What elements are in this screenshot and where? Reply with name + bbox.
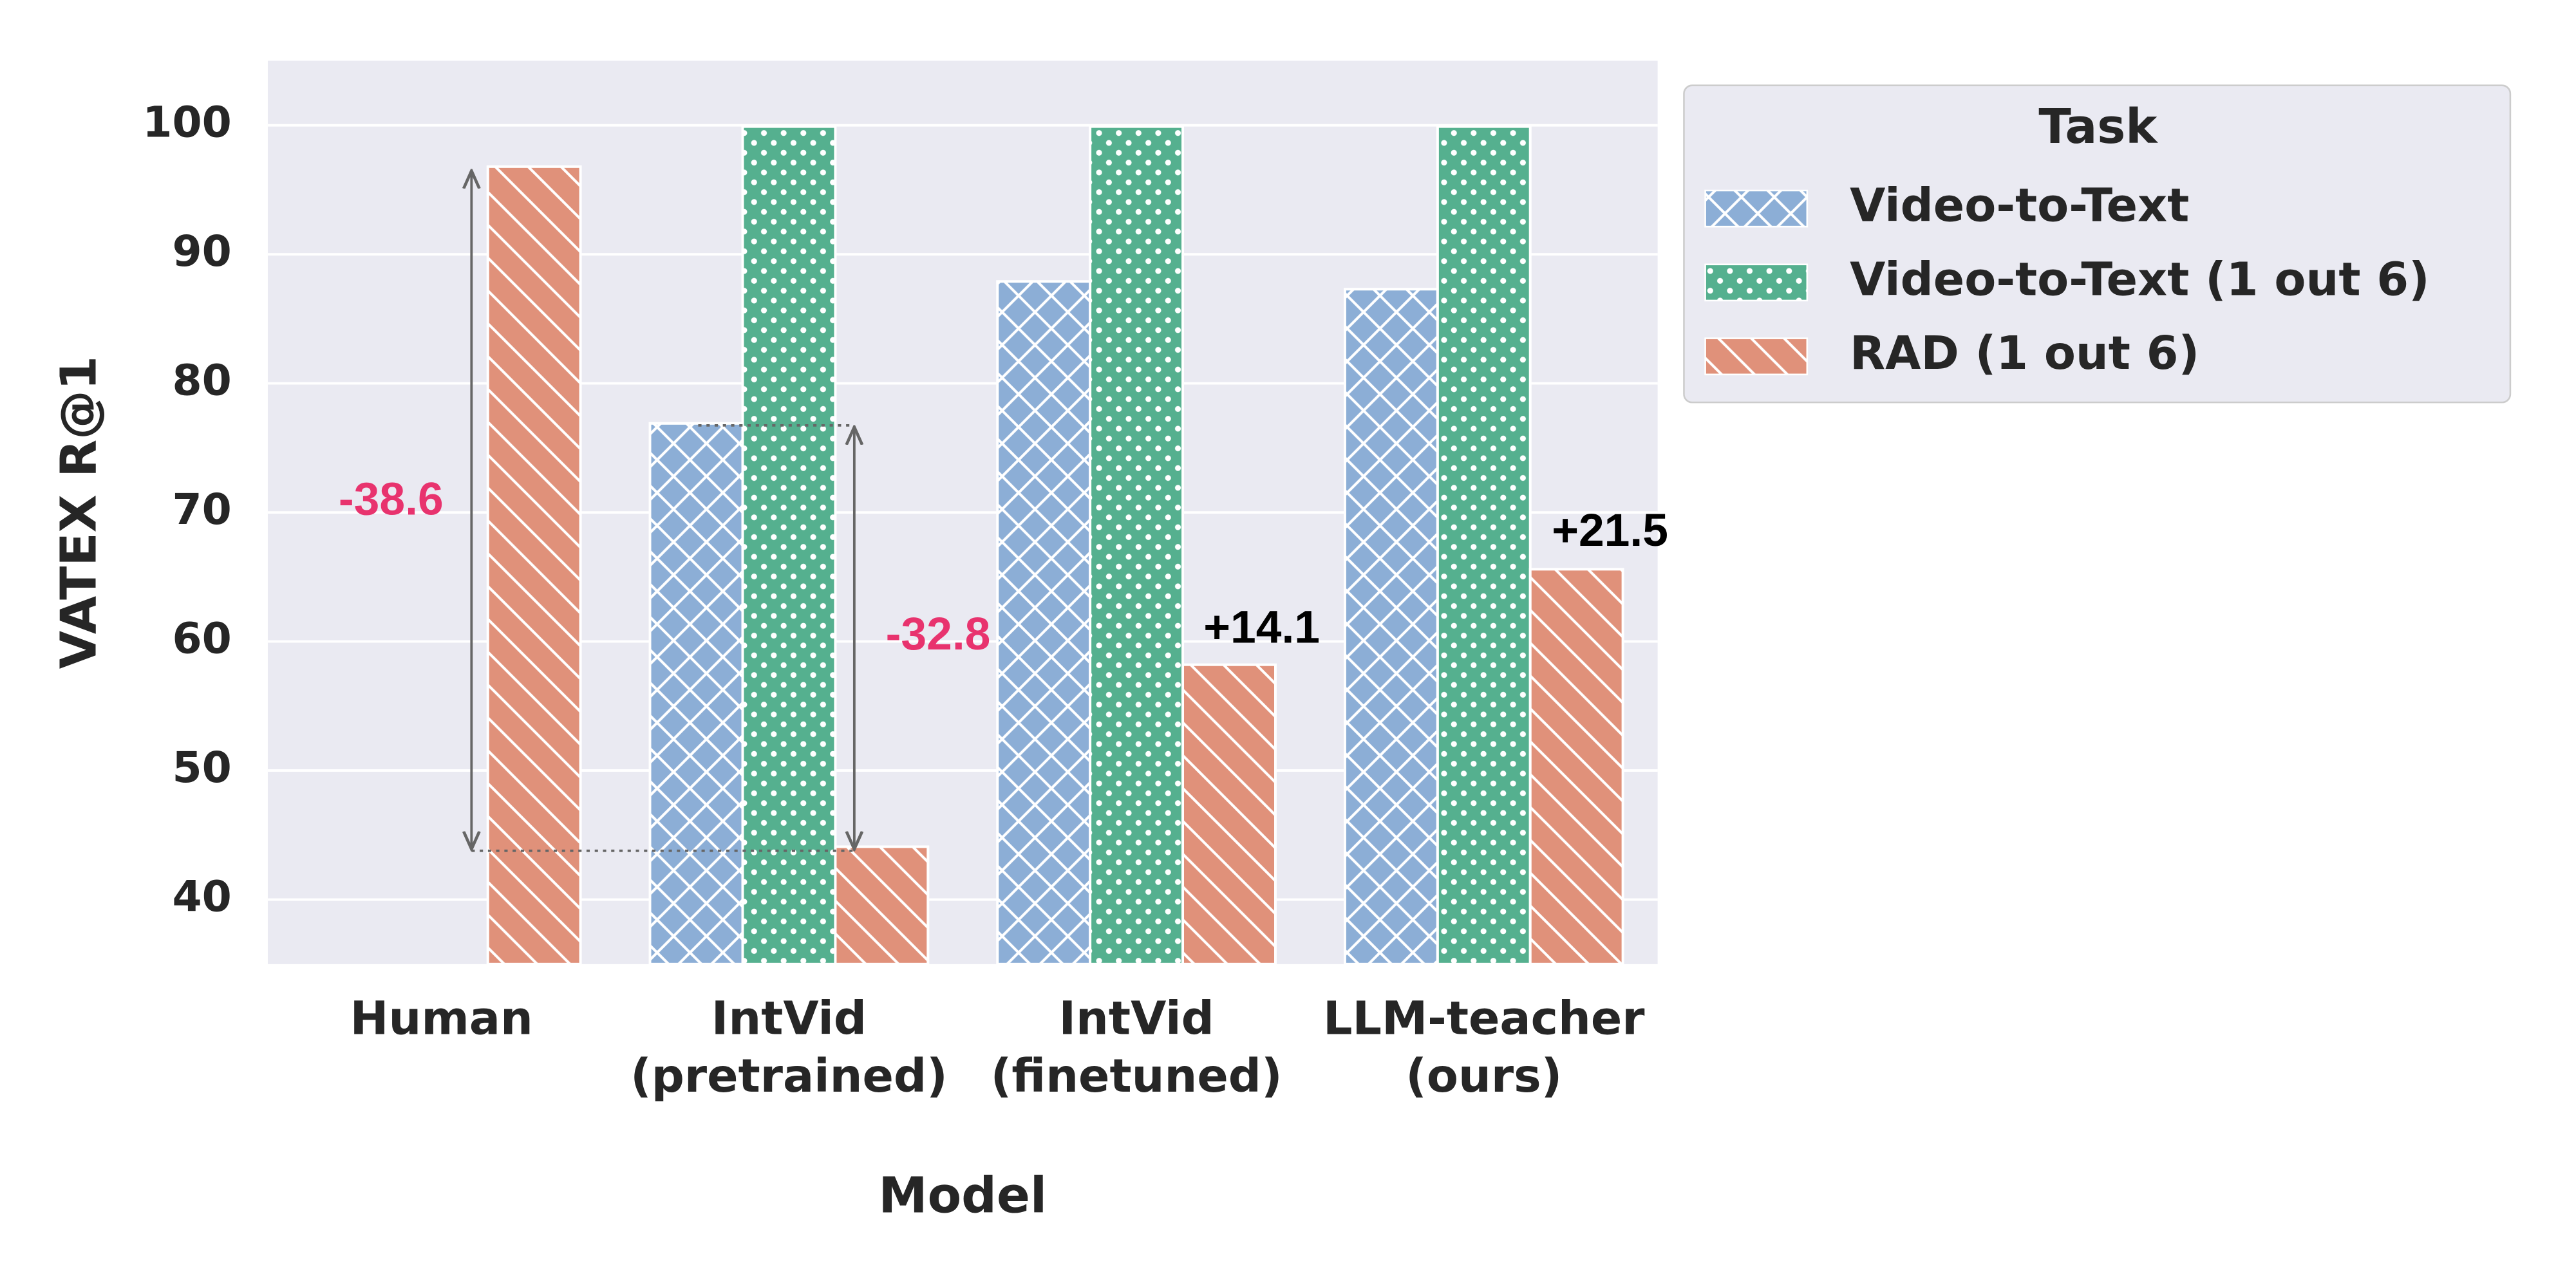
legend-box [1683, 84, 2512, 404]
legend-swatch-hatch [1705, 338, 1807, 375]
annotation: -32.8 [886, 608, 991, 660]
y-tick-label: 50 [172, 742, 231, 792]
bar-hatch [648, 422, 744, 966]
bar-hatch [1181, 663, 1277, 966]
x-tick-label: IntVid [1058, 992, 1214, 1045]
bar-hatch [486, 165, 582, 966]
y-tick-label: 90 [172, 226, 231, 276]
y-tick-label: 80 [172, 355, 231, 406]
bar-hatch [1528, 568, 1624, 966]
x-tick-label: (ours) [1406, 1049, 1562, 1103]
legend: Task Video-to-Text Video-to-Text (1 out 6… [1683, 84, 2512, 404]
bar-hatch [1089, 125, 1184, 966]
annotations: -38.6 -32.8 +14.1 +21.5 [339, 474, 1668, 660]
annotation: +21.5 [1552, 505, 1668, 556]
x-tick-label: IntVid [711, 992, 867, 1045]
bar-hatch [996, 280, 1092, 966]
x-tick-label: (pretrained) [630, 1049, 948, 1103]
legend-label: RAD (1 out 6) [1850, 326, 2199, 380]
y-tick-label: 70 [172, 484, 231, 534]
y-tick-label: 100 [142, 97, 231, 147]
legend-title: Task [2038, 99, 2158, 154]
legend-swatch-hatch [1705, 264, 1807, 301]
x-axis-label: Model [878, 1168, 1047, 1225]
annotation: +14.1 [1203, 602, 1320, 653]
legend-label: Video-to-Text (1 out 6) [1850, 252, 2430, 306]
legend-swatch-hatch [1705, 190, 1807, 227]
bar-hatch [741, 125, 837, 966]
bars [486, 125, 1624, 966]
bar-hatch [1344, 288, 1439, 966]
y-tick-label: 40 [172, 872, 231, 922]
legend-label: Video-to-Text [1850, 179, 2189, 232]
bar-hatch [834, 845, 930, 966]
y-tick-label: 60 [172, 613, 231, 664]
x-tick-label: (finetuned) [991, 1049, 1283, 1103]
annotation: -38.6 [339, 474, 444, 525]
y-axis-label: VATEX R@1 [51, 356, 108, 669]
annotation-arrows [471, 171, 854, 852]
x-tick-label: LLM-teacher [1323, 992, 1645, 1045]
bar-hatch [1436, 125, 1532, 966]
x-tick-label: Human [350, 992, 533, 1045]
